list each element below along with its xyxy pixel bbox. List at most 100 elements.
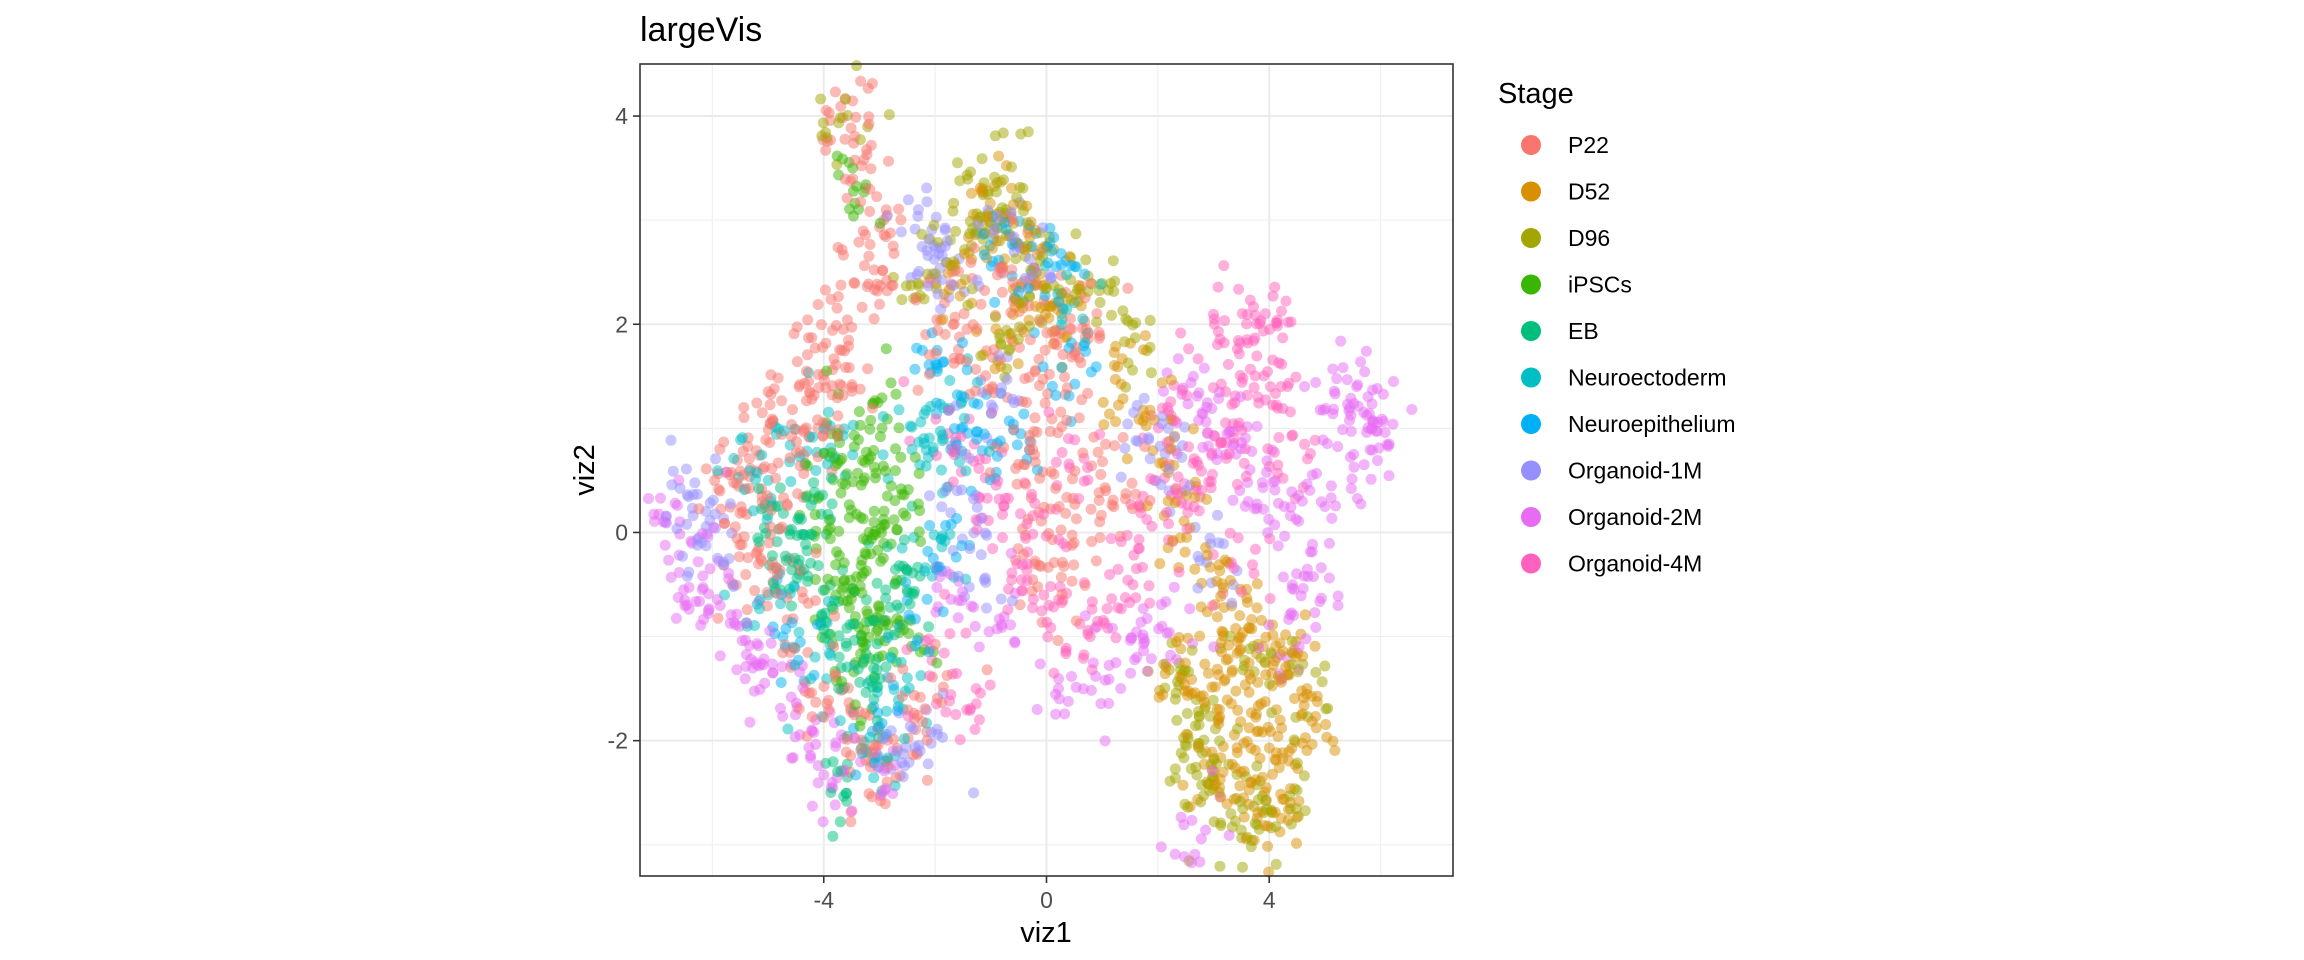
data-point (871, 577, 883, 589)
data-point (818, 711, 830, 723)
data-point (1061, 269, 1073, 281)
data-point (1013, 341, 1025, 353)
data-point (786, 600, 797, 612)
data-point (1219, 673, 1231, 685)
data-point (978, 428, 990, 440)
data-point (974, 453, 986, 465)
data-point (1315, 562, 1327, 574)
data-point (841, 192, 853, 204)
data-point (1251, 760, 1263, 772)
data-point (1056, 597, 1068, 609)
data-point (864, 206, 876, 217)
data-point (858, 260, 870, 272)
data-point (830, 320, 842, 331)
data-point (849, 634, 861, 646)
data-point (1077, 313, 1089, 325)
data-point (1259, 820, 1271, 832)
data-point (1248, 301, 1259, 313)
data-point (1021, 558, 1033, 570)
data-point (892, 745, 903, 757)
data-point (830, 559, 842, 571)
data-point (893, 404, 905, 416)
data-point (1239, 500, 1251, 512)
data-point (805, 499, 817, 511)
data-point (1043, 406, 1055, 418)
data-point (791, 356, 803, 368)
data-point (974, 687, 986, 699)
data-point (765, 637, 777, 649)
data-point (801, 349, 813, 361)
data-point (1246, 623, 1258, 635)
data-point (1226, 597, 1238, 609)
data-point (939, 535, 951, 547)
data-point (859, 624, 870, 636)
data-point (855, 75, 867, 87)
data-point (1038, 589, 1050, 601)
data-point (1010, 253, 1022, 265)
data-point (847, 449, 859, 461)
data-point (1107, 255, 1119, 267)
data-point (1248, 382, 1260, 393)
data-point (983, 446, 995, 457)
data-point (868, 614, 880, 626)
data-point (793, 626, 805, 638)
data-point (803, 332, 814, 344)
data-point (1120, 493, 1131, 505)
data-point (833, 630, 845, 642)
data-point (898, 534, 910, 546)
data-point (1214, 735, 1226, 747)
data-point (1056, 588, 1068, 600)
data-point (905, 279, 917, 291)
data-point (712, 465, 724, 477)
data-point (898, 376, 910, 388)
data-point (1228, 793, 1240, 805)
data-point (1061, 414, 1073, 426)
data-point (902, 194, 914, 206)
data-point (1078, 340, 1090, 352)
data-point (1086, 536, 1098, 547)
data-point (1203, 476, 1215, 488)
legend-label: Organoid-2M (1568, 504, 1702, 530)
data-point (1014, 181, 1026, 193)
data-point (1066, 671, 1077, 682)
data-point (833, 651, 845, 663)
data-point (1345, 425, 1357, 437)
data-point (1158, 385, 1169, 397)
data-point (709, 508, 721, 520)
data-point (740, 649, 752, 660)
data-point (1094, 297, 1106, 308)
data-point (1222, 653, 1234, 665)
data-point (743, 453, 755, 465)
data-point (812, 760, 824, 772)
data-point (880, 592, 892, 604)
data-point (1236, 376, 1248, 388)
data-point (928, 219, 940, 231)
data-point (935, 303, 947, 315)
data-point (939, 588, 951, 600)
data-point (658, 516, 669, 528)
data-point (1267, 768, 1278, 780)
data-point (849, 277, 861, 289)
data-point (1379, 427, 1391, 438)
data-point (854, 720, 866, 732)
data-point (879, 798, 891, 810)
data-point (1112, 602, 1124, 614)
data-point (895, 214, 907, 226)
data-point (1110, 657, 1122, 669)
data-point (954, 175, 966, 187)
data-point (1277, 571, 1289, 583)
data-point (936, 501, 948, 513)
data-point (1274, 714, 1286, 726)
data-point (1175, 643, 1187, 655)
data-point (870, 654, 882, 665)
data-point (991, 177, 1003, 188)
data-point (1094, 532, 1106, 544)
data-point (731, 608, 743, 620)
data-point (996, 202, 1008, 214)
data-point (868, 264, 880, 276)
data-point (1301, 688, 1313, 700)
data-point (1055, 259, 1067, 271)
data-point (1079, 268, 1090, 280)
data-point (1323, 537, 1335, 549)
data-point (1314, 596, 1326, 607)
